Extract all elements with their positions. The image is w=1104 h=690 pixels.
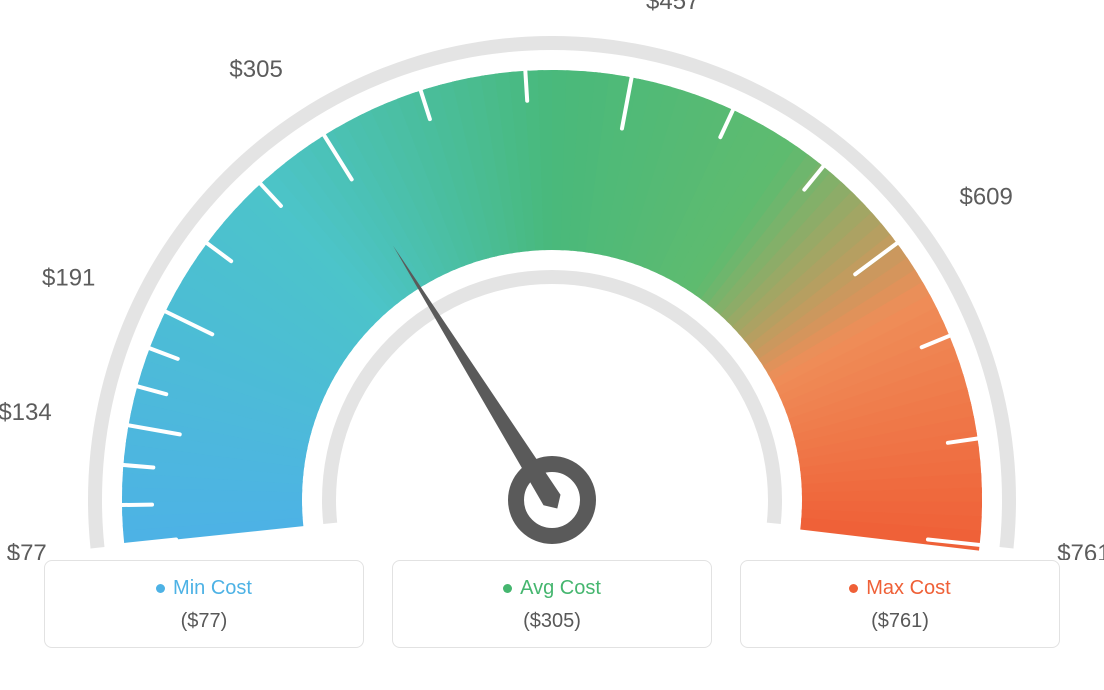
legend-title: Min Cost <box>156 577 252 600</box>
legend-card-min: Min Cost ($77) <box>44 560 364 648</box>
gauge-tick-label: $609 <box>959 184 1012 211</box>
legend-dot-icon <box>503 584 512 593</box>
legend-title-text: Avg Cost <box>520 577 601 600</box>
legend-dot-icon <box>849 584 858 593</box>
gauge-tick-label: $77 <box>7 540 47 560</box>
legend-title: Max Cost <box>849 577 950 600</box>
legend-title-text: Max Cost <box>866 577 950 600</box>
legend-value: ($77) <box>45 610 363 633</box>
legend-dot-icon <box>156 584 165 593</box>
legend-value: ($305) <box>393 610 711 633</box>
legend-row: Min Cost ($77) Avg Cost ($305) Max Cost ($761… <box>0 560 1104 672</box>
gauge-chart: $77 $134 $191 $305 $457 $609 $761 <box>0 0 1104 560</box>
legend-title-text: Min Cost <box>173 577 252 600</box>
legend-title: Avg Cost <box>503 577 601 600</box>
gauge-svg: $77 $134 $191 $305 $457 $609 $761 <box>0 0 1104 560</box>
legend-card-avg: Avg Cost ($305) <box>392 560 712 648</box>
gauge-tick-label: $191 <box>42 264 95 291</box>
gauge-tick-label: $457 <box>646 0 699 15</box>
legend-card-max: Max Cost ($761) <box>740 560 1060 648</box>
gauge-tick-label: $305 <box>229 56 282 83</box>
legend-value: ($761) <box>741 610 1059 633</box>
gauge-tick-label: $761 <box>1057 540 1104 560</box>
gauge-color-arc <box>122 70 982 551</box>
gauge-tick-label: $134 <box>0 399 52 426</box>
